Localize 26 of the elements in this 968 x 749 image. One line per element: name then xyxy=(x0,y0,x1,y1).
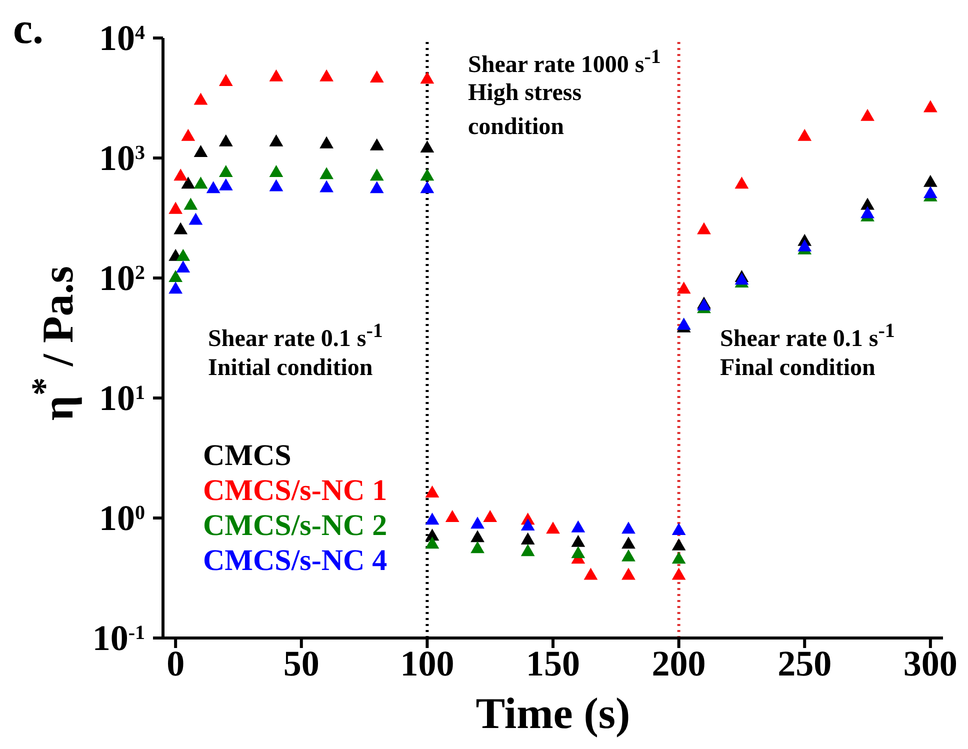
series-label: CMCS/s-NC 4 xyxy=(203,543,388,578)
annotation: Final condition xyxy=(720,355,876,382)
y-tick-label: 10$^{-1}$ xyxy=(92,618,145,658)
chart-title: c. xyxy=(13,3,44,54)
y-tick-label: 10$^{1}$ xyxy=(99,378,145,418)
y-tick-label: 10$^{0}$ xyxy=(99,498,145,538)
x-tick-label: 0 xyxy=(166,644,185,684)
annotation: Shear rate 0.1 s$^{-1}$ xyxy=(208,320,383,353)
annotation: High stress xyxy=(468,80,582,107)
annotation: Shear rate 1000 s$^{-1}$ xyxy=(468,46,661,79)
annotation: Shear rate 0.1 s$^{-1}$ xyxy=(720,320,895,353)
x-tick-label: 250 xyxy=(778,644,832,684)
y-tick-label: 10$^{3}$ xyxy=(99,138,145,178)
series-label: CMCS/s-NC 1 xyxy=(203,473,388,508)
text: CMCS xyxy=(203,438,292,473)
y-tick-label: 10$^{2}$ xyxy=(99,258,145,298)
x-tick-label: 300 xyxy=(903,644,958,684)
x-tick-label: 150 xyxy=(526,644,580,684)
x-axis-title: Time (s) xyxy=(474,688,632,739)
x-tick-label: 200 xyxy=(652,644,706,684)
y-tick-label: 10$^{4}$ xyxy=(99,18,145,58)
x-tick-label: 50 xyxy=(283,644,320,684)
x-tick-label: 100 xyxy=(400,644,454,684)
series-label: CMCS/s-NC 2 xyxy=(203,508,388,543)
annotation: condition xyxy=(468,114,564,141)
annotation: Initial condition xyxy=(208,355,373,382)
